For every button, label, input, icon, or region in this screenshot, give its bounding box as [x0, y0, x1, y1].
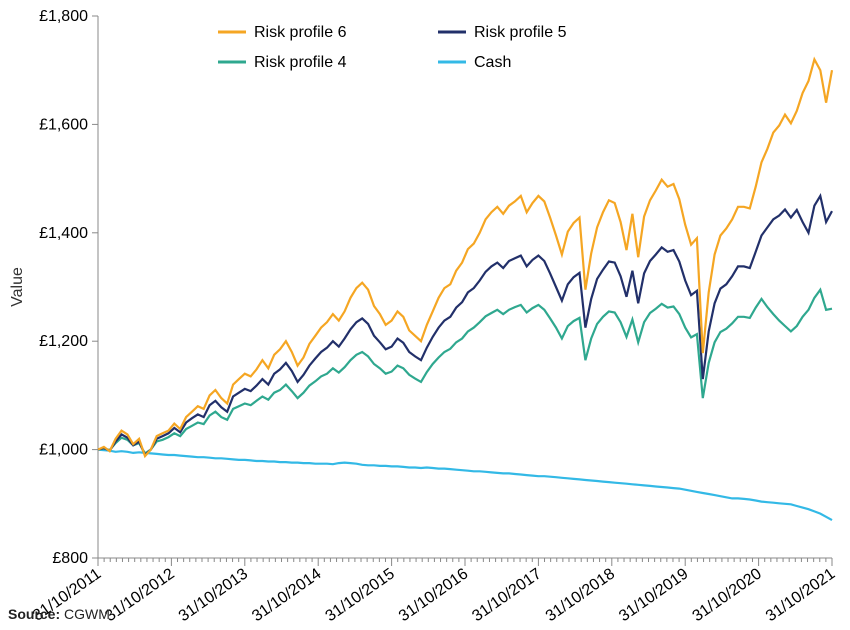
series-rp4: [98, 290, 832, 454]
x-tick-label: 31/10/2017: [469, 565, 544, 625]
chart-svg: £800 £1,000 £1,200 £1,400 £1,600 £1,800 Value 3…: [0, 0, 850, 630]
source-value: CGWM: [64, 606, 110, 622]
y-tick-label: £1,200: [39, 333, 88, 350]
x-tick-label: 31/10/2019: [616, 565, 691, 625]
legend-label: Cash: [474, 54, 511, 71]
legend-label: Risk profile 6: [254, 24, 347, 41]
y-tick-label: £1,000: [39, 442, 88, 459]
y-tick-label: £1,400: [39, 225, 88, 242]
source-footer: Source: CGWM: [8, 606, 110, 622]
x-tick-label: 31/10/2012: [102, 565, 177, 625]
y-tick-label: £800: [52, 550, 88, 567]
chart-container: £800 £1,000 £1,200 £1,400 £1,600 £1,800 Value 3…: [0, 0, 850, 630]
y-tick-label: £1,800: [39, 8, 88, 25]
series-rp6: [98, 59, 832, 456]
legend-label: Risk profile 5: [474, 24, 567, 41]
x-tick-label: 31/10/2016: [396, 565, 471, 625]
x-tick-label: 31/10/2015: [323, 565, 398, 625]
x-tick-label: 31/10/2020: [690, 565, 765, 625]
legend-label: Risk profile 4: [254, 54, 347, 71]
x-tick-label: 31/10/2013: [176, 565, 251, 625]
y-tick-label: £1,600: [39, 116, 88, 133]
x-tick-label: 31/10/2018: [543, 565, 618, 625]
x-tick-label: 31/10/2021: [763, 565, 838, 625]
series-cash: [98, 450, 832, 520]
x-tick-label: 31/10/2014: [249, 565, 324, 625]
y-axis-label: Value: [9, 267, 26, 307]
source-label: Source:: [8, 606, 60, 622]
